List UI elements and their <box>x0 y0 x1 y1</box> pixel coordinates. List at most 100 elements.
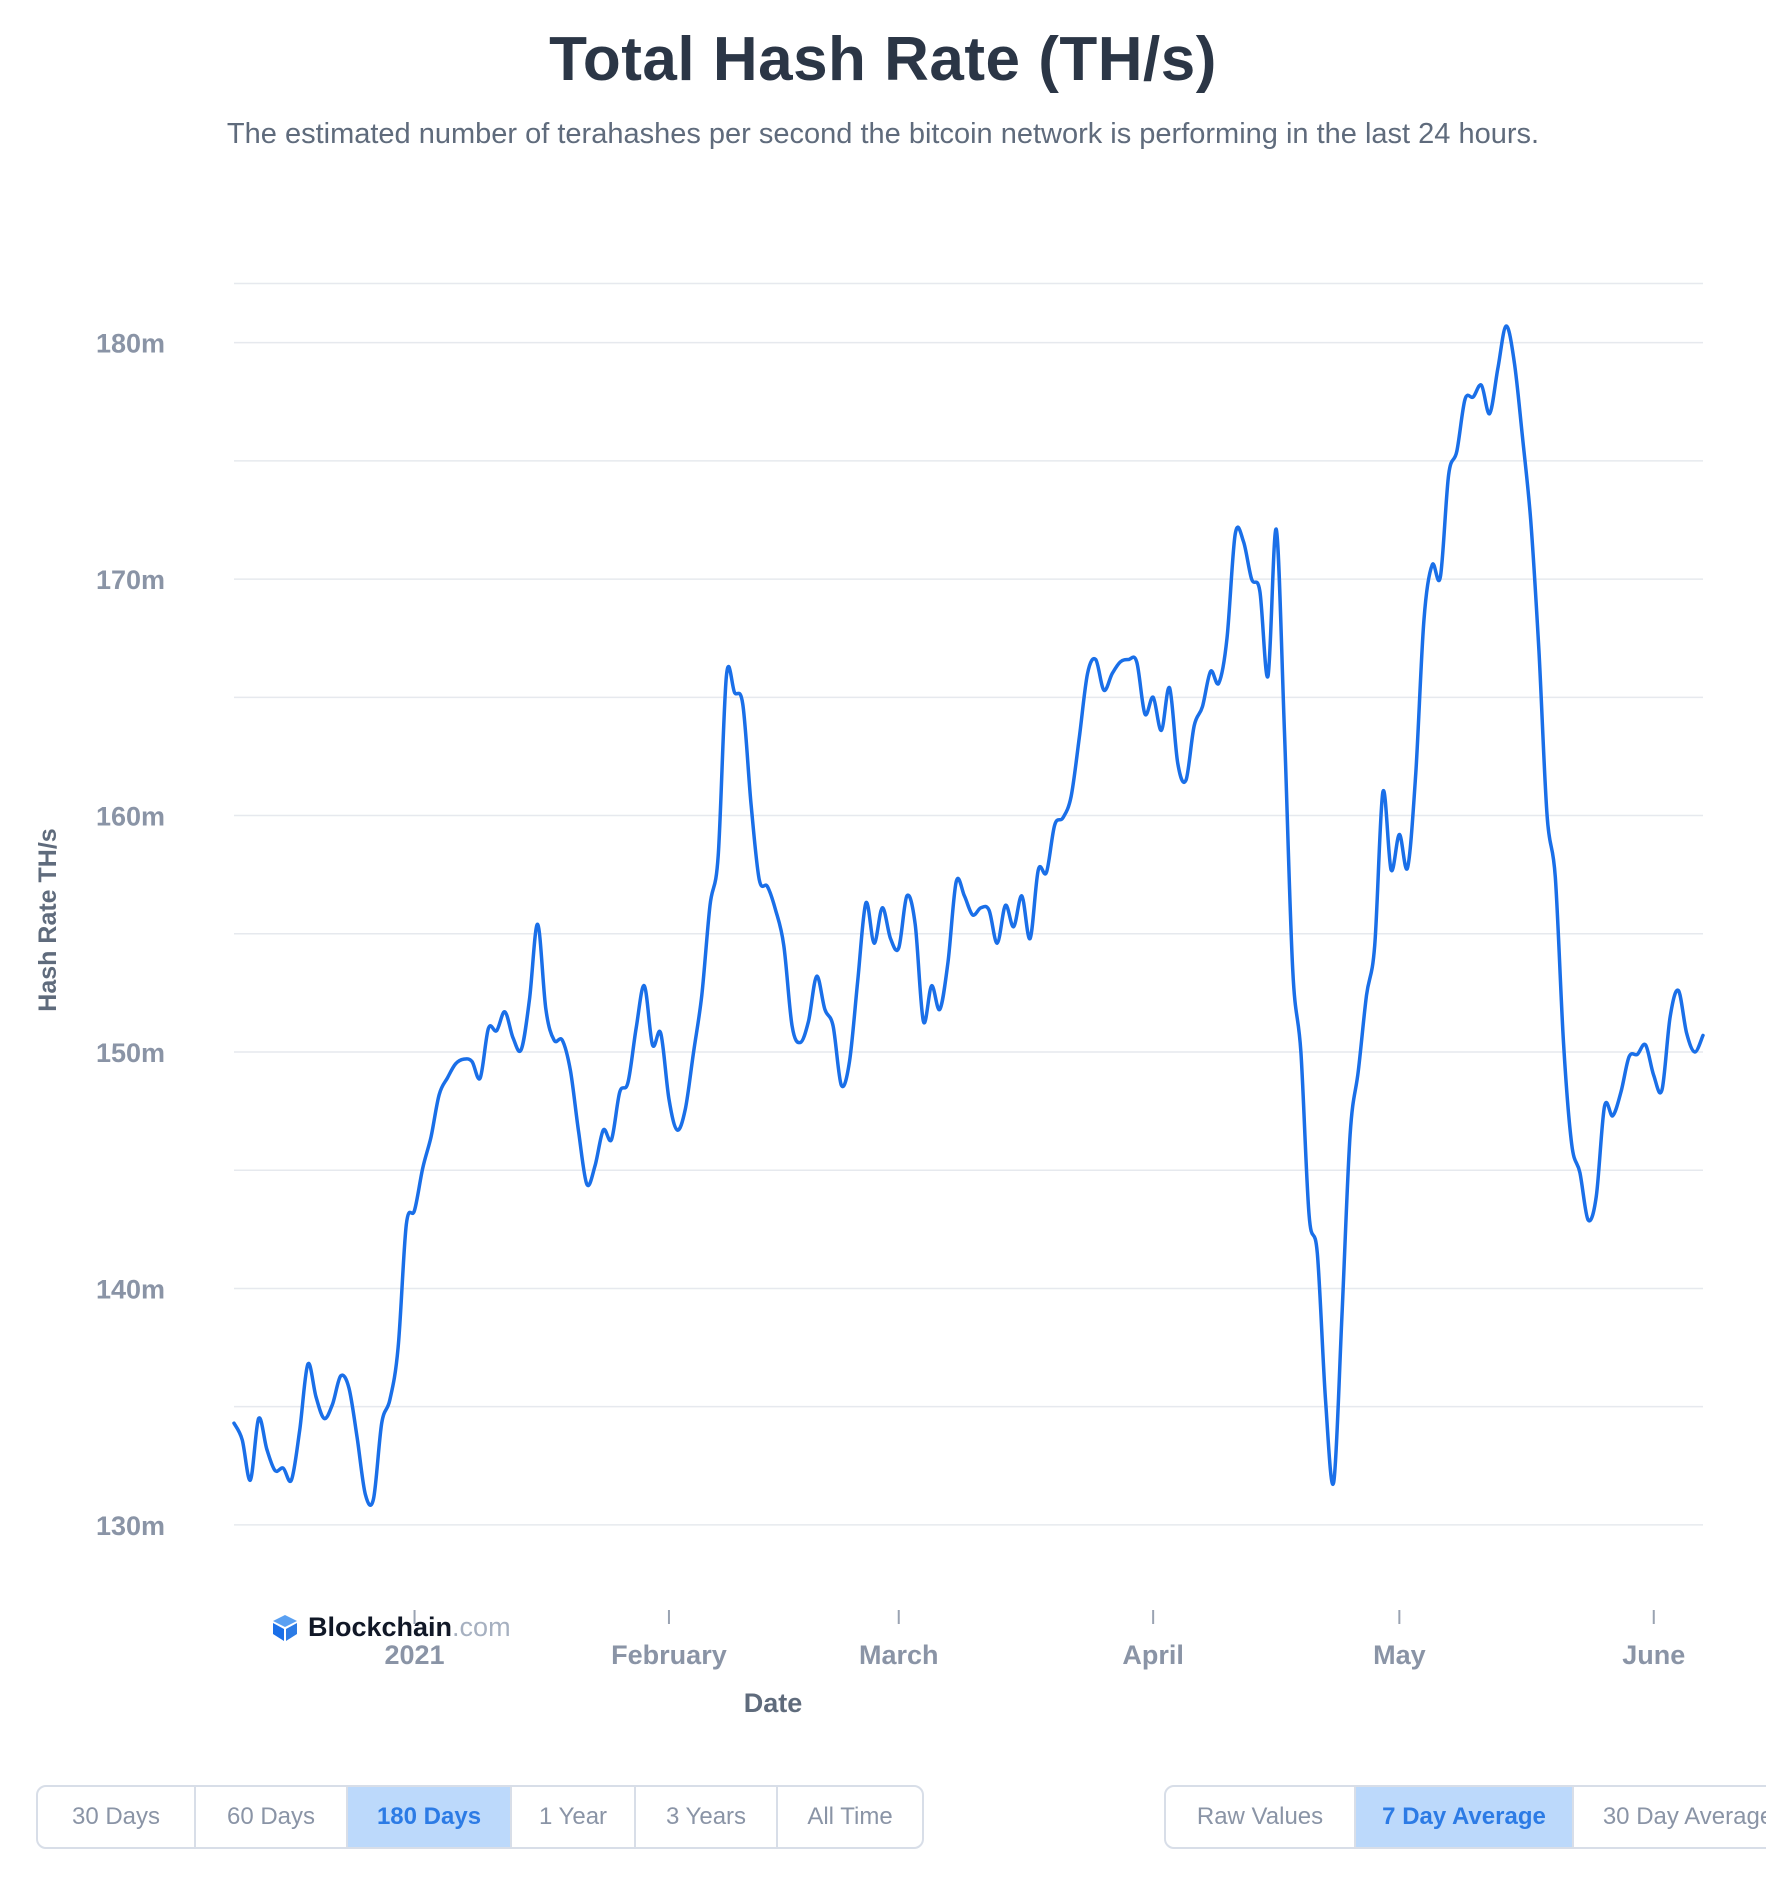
range-1-year-button[interactable]: 1 Year <box>512 1787 636 1847</box>
data-point <box>306 1362 310 1366</box>
y-tick-label: 140m <box>96 1274 165 1304</box>
data-point <box>1233 532 1237 536</box>
data-point <box>544 1007 548 1011</box>
data-point <box>569 1069 573 1073</box>
data-point <box>741 702 745 706</box>
data-point <box>1594 1194 1598 1198</box>
30-day-average-button[interactable]: 30 Day Average <box>1602 1803 1766 1830</box>
data-point <box>823 1007 827 1011</box>
data-point <box>1315 1251 1319 1255</box>
logo-brand: Blockchain <box>308 1612 453 1642</box>
data-point <box>257 1417 261 1421</box>
data-point <box>1291 967 1295 971</box>
data-point <box>1537 648 1541 652</box>
data-point <box>1586 1218 1590 1222</box>
data-point <box>1127 658 1131 662</box>
data-point <box>1455 449 1459 453</box>
data-point <box>298 1428 302 1432</box>
data-point <box>1373 944 1377 948</box>
range-30-days-button[interactable]: 30 Days <box>38 1787 196 1847</box>
data-point <box>765 885 769 889</box>
x-tick-label: 2021 <box>385 1640 445 1670</box>
y-tick-label: 130m <box>96 1511 165 1541</box>
data-point <box>1504 324 1508 328</box>
data-point <box>798 1041 802 1045</box>
data-point <box>445 1076 449 1080</box>
time-range-selector: 30 Days 60 Days 180 Days 1 Year 3 Years … <box>36 1785 924 1849</box>
data-point <box>1668 1015 1672 1019</box>
y-tick-label: 180m <box>96 329 165 359</box>
data-point <box>380 1421 384 1425</box>
data-point <box>1102 688 1106 692</box>
data-point <box>979 906 983 910</box>
data-point <box>1200 705 1204 709</box>
data-point <box>675 1128 679 1132</box>
y-tick-label: 170m <box>96 565 165 595</box>
y-axis: 130m 140m 150m 160m 170m 180m <box>96 329 165 1541</box>
data-point <box>413 1208 417 1212</box>
data-point <box>314 1395 318 1399</box>
data-point <box>1365 993 1369 997</box>
data-point <box>1258 589 1262 593</box>
data-point <box>1324 1398 1328 1402</box>
data-point <box>782 944 786 948</box>
data-point <box>470 1060 474 1064</box>
data-point <box>1488 412 1492 416</box>
data-point <box>552 1038 556 1042</box>
data-point <box>1184 778 1188 782</box>
data-point <box>733 691 737 695</box>
data-point <box>1250 577 1254 581</box>
data-point <box>1077 736 1081 740</box>
data-point <box>1479 383 1483 387</box>
series-line-hash-rate <box>232 324 1705 1508</box>
data-point <box>1028 937 1032 941</box>
range-all-time-button[interactable]: All Time <box>807 1803 893 1830</box>
data-point <box>240 1438 244 1442</box>
data-point <box>1619 1090 1623 1094</box>
data-point <box>839 1083 843 1087</box>
data-point <box>560 1038 564 1042</box>
chart-title: Total Hash Rate (TH/s) <box>549 25 1217 94</box>
data-point <box>880 906 884 910</box>
data-point <box>1693 1050 1697 1054</box>
data-point <box>1143 712 1147 716</box>
data-point <box>1430 563 1434 567</box>
data-point <box>971 913 975 917</box>
data-point <box>1685 1031 1689 1035</box>
x-tick-label: April <box>1122 1640 1184 1670</box>
grid-lines <box>234 282 1703 1526</box>
data-point <box>232 1421 236 1425</box>
data-point <box>1176 762 1180 766</box>
data-point <box>1397 833 1401 837</box>
data-point <box>938 1007 942 1011</box>
data-point <box>421 1166 425 1170</box>
data-point <box>1356 1069 1360 1073</box>
7-day-average-button[interactable]: 7 Day Average <box>1356 1787 1574 1847</box>
data-point <box>1603 1104 1607 1108</box>
raw-values-button[interactable]: Raw Values <box>1166 1787 1356 1847</box>
data-point <box>372 1497 376 1501</box>
data-point <box>1414 771 1418 775</box>
range-180-days-button[interactable]: 180 Days <box>348 1787 512 1847</box>
data-point <box>642 984 646 988</box>
data-point <box>1283 731 1287 735</box>
data-point <box>1496 367 1500 371</box>
data-point <box>585 1182 589 1186</box>
data-point <box>864 901 868 905</box>
range-3-years-button[interactable]: 3 Years <box>636 1787 778 1847</box>
data-point <box>774 908 778 912</box>
range-60-days-button[interactable]: 60 Days <box>196 1787 348 1847</box>
blockchain-logo: Blockchain .com <box>270 1612 511 1643</box>
data-point <box>1570 1142 1574 1146</box>
data-point <box>1529 518 1533 522</box>
data-point <box>610 1138 614 1142</box>
data-point <box>987 908 991 912</box>
y-axis-title: Hash Rate TH/s <box>34 828 62 1011</box>
data-point <box>692 1050 696 1054</box>
data-point <box>363 1492 367 1496</box>
series-layer <box>232 324 1705 1508</box>
data-point <box>1553 875 1557 879</box>
data-point <box>527 998 531 1002</box>
data-point <box>273 1469 277 1473</box>
data-point <box>790 1024 794 1028</box>
